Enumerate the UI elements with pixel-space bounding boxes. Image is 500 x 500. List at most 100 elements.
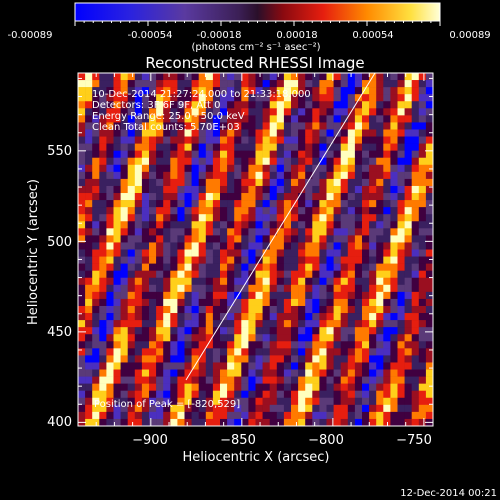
- image-pixel: [184, 249, 192, 257]
- image-pixel: [177, 341, 185, 349]
- image-pixel: [333, 341, 341, 349]
- x-tick-label: −850: [220, 433, 256, 448]
- image-pixel: [383, 327, 391, 335]
- image-pixel: [397, 390, 405, 399]
- image-pixel: [262, 115, 270, 123]
- image-pixel: [390, 298, 398, 307]
- image-pixel: [241, 108, 249, 116]
- image-pixel: [369, 291, 377, 300]
- image-pixel: [141, 242, 150, 250]
- image-pixel: [291, 185, 299, 194]
- image-pixel: [262, 305, 270, 314]
- image-pixel: [354, 108, 363, 116]
- image-pixel: [312, 101, 320, 109]
- image-pixel: [227, 94, 235, 102]
- image-pixel: [212, 249, 221, 257]
- image-pixel: [269, 80, 278, 88]
- image-pixel: [369, 178, 377, 187]
- image-pixel: [170, 214, 178, 222]
- image-pixel: [106, 320, 114, 328]
- image-pixel: [85, 298, 93, 307]
- image-pixel: [212, 164, 221, 173]
- image-pixel: [397, 277, 405, 286]
- image-pixel: [106, 221, 114, 229]
- image-pixel: [312, 94, 320, 102]
- image-pixel: [149, 150, 157, 159]
- image-pixel: [404, 369, 412, 377]
- image-pixel: [205, 355, 214, 363]
- image-pixel: [425, 136, 433, 144]
- image-pixel: [354, 298, 363, 307]
- image-pixel: [312, 270, 320, 279]
- image-pixel: [120, 122, 128, 130]
- image-pixel: [376, 80, 384, 88]
- image-pixel: [418, 193, 427, 201]
- image-pixel: [298, 73, 306, 81]
- image-pixel: [269, 404, 278, 413]
- image-pixel: [269, 334, 278, 342]
- image-pixel: [177, 249, 185, 257]
- image-pixel: [156, 348, 164, 356]
- image-pixel: [149, 404, 157, 413]
- image-pixel: [390, 242, 398, 250]
- image-pixel: [340, 256, 349, 264]
- image-pixel: [255, 397, 263, 406]
- image-pixel: [390, 228, 398, 236]
- image-pixel: [134, 164, 143, 173]
- image-pixel: [354, 348, 363, 356]
- image-pixel: [85, 263, 93, 271]
- image-pixel: [106, 115, 114, 123]
- image-pixel: [418, 178, 427, 187]
- image-pixel: [212, 171, 221, 180]
- image-pixel: [177, 418, 185, 426]
- image-pixel: [220, 108, 228, 116]
- image-pixel: [198, 73, 207, 81]
- image-pixel: [85, 313, 93, 321]
- image-pixel: [205, 178, 214, 187]
- image-pixel: [99, 214, 107, 222]
- image-pixel: [78, 115, 86, 123]
- image-pixel: [227, 178, 235, 187]
- image-pixel: [248, 270, 256, 279]
- image-pixel: [248, 418, 256, 426]
- image-pixel: [234, 277, 242, 286]
- image-pixel: [234, 214, 242, 222]
- image-pixel: [404, 207, 412, 215]
- image-pixel: [134, 122, 143, 130]
- image-pixel: [312, 362, 320, 370]
- image-pixel: [113, 390, 121, 399]
- image-pixel: [376, 171, 384, 180]
- image-pixel: [362, 320, 370, 328]
- image-pixel: [106, 305, 114, 314]
- image-pixel: [326, 411, 334, 420]
- image-pixel: [220, 284, 228, 293]
- image-pixel: [291, 284, 299, 293]
- image-pixel: [156, 207, 164, 215]
- image-pixel: [298, 411, 306, 420]
- image-pixel: [163, 263, 171, 271]
- image-pixel: [376, 157, 384, 166]
- image-pixel: [276, 136, 285, 144]
- image-pixel: [227, 369, 235, 377]
- image-pixel: [276, 185, 285, 194]
- image-pixel: [184, 87, 192, 95]
- image-pixel: [205, 334, 214, 342]
- image-pixel: [212, 284, 221, 293]
- image-pixel: [276, 390, 285, 399]
- image-pixel: [312, 129, 320, 137]
- image-pixel: [220, 228, 228, 236]
- image-pixel: [333, 136, 341, 144]
- image-pixel: [283, 320, 292, 328]
- image-pixel: [255, 334, 263, 342]
- image-pixel: [376, 277, 384, 286]
- image-pixel: [347, 164, 356, 173]
- image-pixel: [120, 291, 128, 300]
- image-pixel: [205, 242, 214, 250]
- image-pixel: [404, 178, 412, 187]
- image-pixel: [283, 87, 292, 95]
- image-pixel: [255, 277, 263, 286]
- image-pixel: [156, 235, 164, 243]
- image-pixel: [418, 87, 427, 95]
- image-pixel: [418, 348, 427, 356]
- image-pixel: [283, 355, 292, 363]
